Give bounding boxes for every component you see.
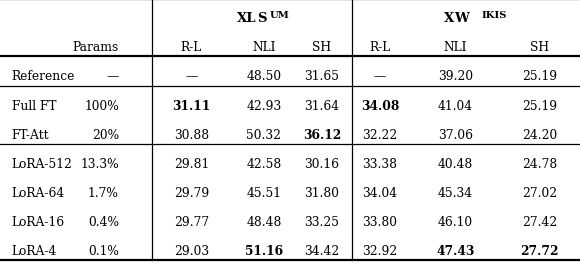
Text: R-L: R-L	[181, 41, 202, 54]
Text: 30.88: 30.88	[174, 129, 209, 142]
Text: 42.58: 42.58	[246, 158, 281, 171]
Text: 0.4%: 0.4%	[88, 216, 119, 229]
Text: 25.19: 25.19	[522, 70, 557, 84]
Text: 25.19: 25.19	[522, 100, 557, 113]
Text: 27.02: 27.02	[522, 187, 557, 200]
Text: Full FT: Full FT	[12, 100, 56, 113]
Text: 29.81: 29.81	[174, 158, 209, 171]
Text: 48.48: 48.48	[246, 216, 281, 229]
Text: —: —	[107, 70, 119, 84]
Text: 20%: 20%	[92, 129, 119, 142]
Text: 39.20: 39.20	[438, 70, 473, 84]
Text: —: —	[374, 70, 386, 84]
Text: 48.50: 48.50	[246, 70, 281, 84]
Text: SH: SH	[313, 41, 331, 54]
Text: 34.08: 34.08	[361, 100, 399, 113]
Text: 31.80: 31.80	[304, 187, 339, 200]
Text: 13.3%: 13.3%	[80, 158, 119, 171]
Text: W: W	[454, 12, 469, 25]
Text: 50.32: 50.32	[246, 129, 281, 142]
Text: LoRA-16: LoRA-16	[12, 216, 65, 229]
Text: 40.48: 40.48	[438, 158, 473, 171]
Text: 36.12: 36.12	[303, 129, 341, 142]
Text: R-L: R-L	[369, 41, 390, 54]
Text: 33.80: 33.80	[362, 216, 397, 229]
Text: 33.25: 33.25	[304, 216, 339, 229]
Text: S: S	[256, 12, 266, 25]
Text: 1.7%: 1.7%	[88, 187, 119, 200]
Text: LoRA-64: LoRA-64	[12, 187, 65, 200]
Text: 45.34: 45.34	[438, 187, 473, 200]
Text: 31.65: 31.65	[304, 70, 339, 84]
Text: LoRA-512: LoRA-512	[12, 158, 72, 171]
Text: UM: UM	[269, 11, 289, 20]
Text: NLI: NLI	[444, 41, 467, 54]
Text: 29.79: 29.79	[174, 187, 209, 200]
Text: 41.04: 41.04	[438, 100, 473, 113]
Text: 32.92: 32.92	[362, 245, 397, 258]
Text: 33.38: 33.38	[362, 158, 397, 171]
Text: 30.16: 30.16	[304, 158, 339, 171]
Text: 29.77: 29.77	[174, 216, 209, 229]
Text: FT-Att: FT-Att	[12, 129, 49, 142]
Text: LoRA-4: LoRA-4	[12, 245, 57, 258]
Text: 0.1%: 0.1%	[88, 245, 119, 258]
Text: 34.42: 34.42	[304, 245, 339, 258]
Text: 27.42: 27.42	[522, 216, 557, 229]
Text: 51.16: 51.16	[245, 245, 283, 258]
Text: 24.78: 24.78	[522, 158, 557, 171]
Text: 34.04: 34.04	[362, 187, 397, 200]
Text: NLI: NLI	[252, 41, 276, 54]
Text: X: X	[444, 12, 454, 25]
Text: —: —	[185, 70, 198, 84]
Text: 46.10: 46.10	[438, 216, 473, 229]
Text: 24.20: 24.20	[522, 129, 557, 142]
Text: 47.43: 47.43	[436, 245, 474, 258]
Text: 32.22: 32.22	[362, 129, 397, 142]
Text: 37.06: 37.06	[438, 129, 473, 142]
Text: IKIS: IKIS	[481, 11, 507, 20]
Text: 29.03: 29.03	[174, 245, 209, 258]
Text: 31.64: 31.64	[304, 100, 339, 113]
Text: Reference: Reference	[12, 70, 75, 84]
Text: 42.93: 42.93	[246, 100, 281, 113]
Text: 27.72: 27.72	[520, 245, 559, 258]
Text: Params: Params	[72, 41, 119, 54]
Text: 45.51: 45.51	[246, 187, 281, 200]
Text: XL: XL	[237, 12, 256, 25]
Text: 100%: 100%	[84, 100, 119, 113]
Text: SH: SH	[530, 41, 549, 54]
Text: 31.11: 31.11	[172, 100, 211, 113]
